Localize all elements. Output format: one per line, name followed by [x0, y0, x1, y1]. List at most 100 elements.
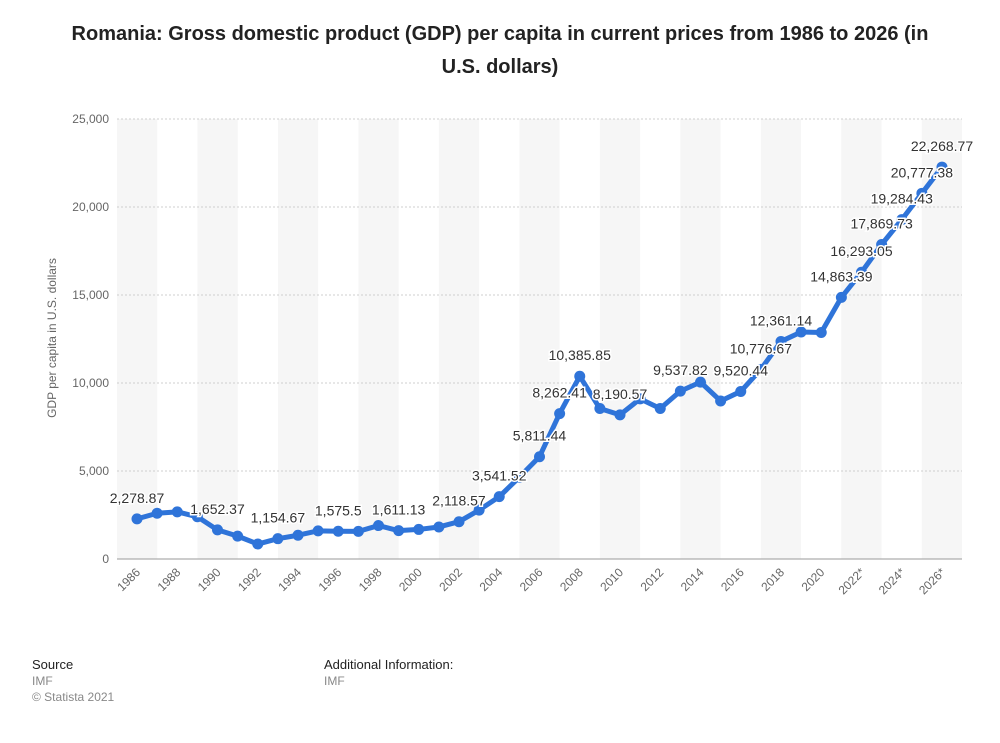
data-point[interactable] [272, 533, 284, 545]
x-tick-label: 2004 [477, 565, 506, 594]
data-point[interactable] [735, 385, 747, 397]
data-point[interactable] [614, 409, 626, 421]
y-tick-label: 5,000 [79, 464, 109, 478]
x-tick-label: 1996 [316, 565, 345, 594]
copyright[interactable]: © Statista 2021 [32, 690, 115, 704]
data-label: 19,284.43 [871, 191, 933, 207]
data-point[interactable] [191, 511, 203, 523]
x-tick-label: 2010 [597, 565, 626, 594]
x-tick-label: 2016 [718, 565, 747, 594]
data-label: 14,863.39 [810, 268, 872, 284]
x-tick-label: 2022* [836, 565, 868, 597]
data-label: 2,278.87 [110, 490, 165, 506]
data-label: 17,869.73 [850, 215, 912, 231]
series-gdp-per-capita [131, 161, 948, 550]
x-tick-label: 1990 [195, 565, 224, 594]
y-axis-label: GDP per capita in U.S. dollars [45, 258, 59, 418]
data-point[interactable] [252, 538, 264, 550]
data-point[interactable] [292, 529, 304, 541]
data-point[interactable] [413, 523, 425, 535]
y-tick-label: 20,000 [72, 200, 109, 214]
background-band [277, 119, 319, 559]
x-tick-label: 2024* [876, 565, 908, 597]
data-point[interactable] [674, 385, 686, 397]
data-point[interactable] [634, 393, 646, 405]
data-point[interactable] [795, 326, 807, 338]
data-label: 22,268.77 [911, 138, 973, 154]
data-point[interactable] [473, 504, 485, 516]
data-point[interactable] [916, 187, 928, 199]
source-heading: Source [32, 657, 74, 672]
data-point[interactable] [856, 266, 867, 278]
data-label: 16,293.05 [830, 243, 892, 259]
data-labels: 2,278.87 1,652.37 1,154.67 1,575.5 1,611.13 2… [108, 137, 975, 528]
data-point[interactable] [453, 516, 465, 528]
x-tick-label: 2002 [436, 565, 465, 594]
background-band [921, 119, 962, 559]
data-point[interactable] [312, 525, 324, 537]
data-point[interactable] [755, 363, 767, 375]
data-label: 10,776.67 [730, 340, 792, 356]
y-tick-label: 10,000 [72, 376, 109, 390]
data-label: 8,262.41 [532, 385, 587, 401]
background-band [358, 119, 399, 559]
y-axis-ticks: 0 5,000 10,000 15,000 20,000 25,000 [72, 112, 109, 566]
data-point[interactable] [815, 326, 827, 338]
data-label: 1,652.37 [190, 501, 245, 517]
data-point[interactable] [775, 335, 787, 347]
data-point[interactable] [151, 507, 163, 519]
data-point[interactable] [554, 408, 566, 420]
data-point[interactable] [212, 524, 223, 536]
data-point[interactable] [332, 525, 344, 537]
data-label: 9,520.44 [714, 362, 769, 378]
additional-info-block: Additional Information: IMF [324, 657, 453, 689]
data-label: 5,811.44 [513, 428, 567, 444]
data-point[interactable] [131, 513, 143, 525]
x-tick-label: 1992 [235, 565, 264, 594]
data-point[interactable] [373, 520, 384, 532]
data-label: 8,190.57 [593, 386, 648, 402]
additional-info-heading[interactable]: Additional Information: [324, 657, 454, 672]
y-tick-label: 15,000 [72, 288, 109, 302]
background-band [680, 119, 721, 559]
background-band [841, 119, 882, 559]
data-point[interactable] [171, 506, 183, 518]
source-value: IMF [32, 674, 53, 688]
y-tick-label: 0 [102, 552, 109, 566]
x-tick-label: 1994 [275, 565, 304, 594]
data-point[interactable] [493, 491, 505, 503]
data-point[interactable] [513, 471, 525, 483]
background-band [117, 119, 158, 559]
gridlines [117, 118, 962, 560]
data-point[interactable] [936, 161, 948, 173]
data-label: 1,611.13 [372, 502, 426, 518]
data-point[interactable] [232, 530, 244, 542]
data-label: 9,537.82 [653, 362, 708, 378]
background-band [519, 119, 560, 559]
x-tick-label: 2000 [396, 565, 425, 594]
background-band [197, 119, 238, 559]
background-band [599, 119, 641, 559]
data-point[interactable] [433, 521, 445, 533]
x-tick-label: 2026* [916, 565, 948, 597]
data-point[interactable] [534, 451, 545, 463]
data-point[interactable] [896, 214, 908, 226]
x-tick-label: 2008 [557, 565, 586, 594]
data-label: 20,777.38 [891, 164, 953, 180]
data-point[interactable] [876, 238, 888, 250]
data-label: 3,541.52 [472, 468, 527, 484]
data-point[interactable] [715, 395, 727, 407]
x-tick-label: 1986 [114, 565, 143, 594]
data-point[interactable] [352, 525, 364, 537]
x-tick-label: 2020 [799, 565, 828, 594]
data-point[interactable] [574, 370, 586, 382]
data-point[interactable] [594, 403, 606, 415]
data-point[interactable] [835, 291, 847, 303]
data-point[interactable] [654, 403, 666, 415]
source-block: Source IMF © Statista 2021 [32, 657, 114, 705]
background-bands [117, 119, 962, 559]
background-band [438, 119, 480, 559]
data-point[interactable] [393, 525, 405, 537]
x-tick-label: 1988 [155, 565, 184, 594]
data-point[interactable] [695, 376, 706, 388]
